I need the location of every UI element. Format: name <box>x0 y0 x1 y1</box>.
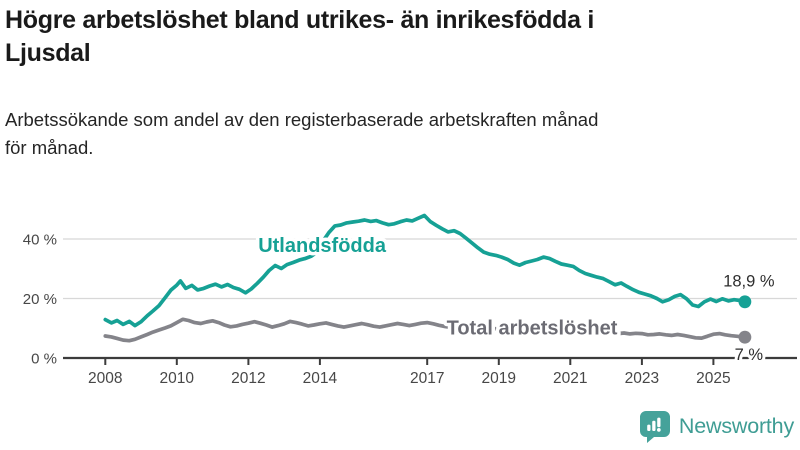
x-axis-tick-label: 2008 <box>88 370 122 387</box>
x-axis-tick-label: 2025 <box>696 370 730 387</box>
x-axis-tick-label: 2010 <box>160 370 195 387</box>
series-end-dot <box>738 295 752 309</box>
series-label: Total arbetslöshet <box>447 318 618 340</box>
series-line <box>103 213 747 328</box>
end-value-label: 18,9 % <box>723 272 775 290</box>
x-axis-tick-label: 2023 <box>625 370 659 387</box>
end-value-label: 7 % <box>735 346 764 364</box>
logo-bar-short <box>647 424 651 431</box>
series-end-dot <box>738 330 752 344</box>
y-axis-tick-label: 20 % <box>23 291 57 308</box>
series-line <box>103 317 747 343</box>
chart-subtitle: Arbetssökande som andel av den registerb… <box>5 109 599 158</box>
logo-bar-tall <box>652 420 656 431</box>
x-axis-tick-label: 2012 <box>231 370 265 387</box>
series-label: Utlandsfödda <box>258 235 387 257</box>
page-title: Högre arbetslöshet bland utrikes- än inr… <box>5 6 594 67</box>
x-axis-tick-label: 2019 <box>482 370 516 387</box>
logo-exclamation-bar <box>657 417 661 428</box>
logo-exclamation-dot <box>656 428 661 432</box>
newsworthy-logo-text: Newsworthy <box>678 414 794 438</box>
y-axis-tick-label: 40 % <box>23 232 57 249</box>
x-axis-tick-label: 2017 <box>410 370 444 387</box>
newsworthy-logo[interactable]: Newsworthy <box>639 410 794 443</box>
newsworthy-logo-icon <box>639 411 670 443</box>
y-axis-tick-label: 0 % <box>31 351 57 368</box>
x-axis-tick-label: 2014 <box>303 370 338 387</box>
x-axis-tick-label: 2021 <box>553 370 587 387</box>
